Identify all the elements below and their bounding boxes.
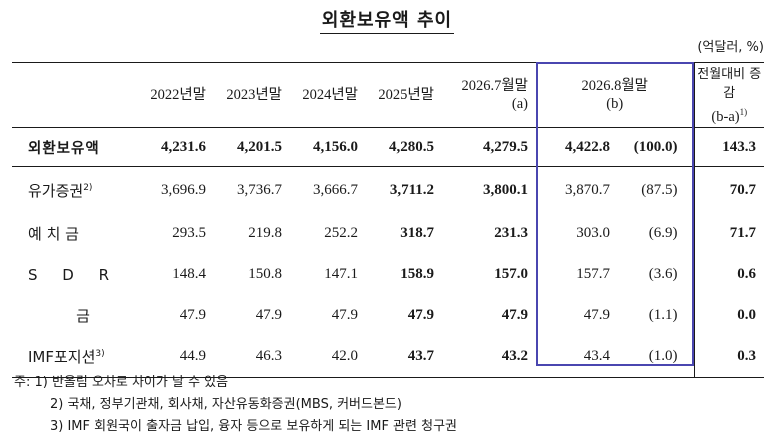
cell-2025: 158.9 — [400, 266, 434, 282]
cell-aug: 157.7 — [576, 266, 610, 282]
table-row: 예 치 금 293.5 219.8 252.2 318.7 231.3 303.… — [12, 213, 764, 254]
cell-aug: 4,422.8 — [536, 127, 618, 167]
cell-2025: 47.9 — [407, 307, 434, 323]
cell-2023: 46.3 — [214, 336, 290, 378]
header-2024: 2024년말 — [290, 62, 366, 128]
cell-2024: 4,156.0 — [290, 127, 366, 167]
cell-2022: 148.4 — [172, 266, 206, 282]
cell-jul: 43.2 — [442, 336, 536, 378]
page-title: 외환보유액 추이 — [0, 6, 774, 34]
header-2022: 2022년말 — [138, 62, 214, 128]
header-change: 전월대비 증감 (b-a)1) — [693, 62, 764, 128]
footnote-2: 2) 국채, 정부기관채, 회사채, 자산유동화증권(MBS, 커버드본드) — [50, 397, 402, 412]
cell-jul: 3,800.1 — [483, 181, 528, 198]
table-row: 금 47.9 47.9 47.9 47.9 47.9 47.9 (1.1) 0.… — [12, 295, 764, 336]
row-label: IMF포지션3) — [12, 336, 138, 378]
header-blank — [12, 62, 138, 128]
header-2025: 2025년말 — [366, 62, 442, 128]
cell-2023: 47.9 — [255, 307, 282, 323]
reserves-table: 2022년말 2023년말 2024년말 2025년말 2026.7월말 (a) … — [12, 62, 764, 378]
cell-share: (87.5) — [641, 181, 678, 198]
footnote-3: 3) IMF 회원국이 출자금 납입, 융자 등으로 보유하게 되는 IMF 관… — [50, 419, 457, 434]
table-row: 유가증권2) 3,696.9 3,736.7 3,666.7 3,711.2 3… — [12, 166, 764, 213]
cell-change: 71.7 — [693, 213, 764, 254]
cell-share: (1.0) — [618, 336, 694, 378]
cell-2023: 219.8 — [248, 225, 282, 241]
footnote-1: 주: 1) 반올림 오차로 차이가 날 수 있음 — [14, 375, 229, 390]
cell-jul: 157.0 — [494, 266, 528, 282]
cell-aug: 47.9 — [583, 307, 610, 323]
cell-2024: 47.9 — [331, 307, 358, 323]
cell-change: 0.0 — [693, 295, 764, 336]
row-label: S D R — [28, 265, 120, 284]
cell-share: (1.1) — [648, 307, 678, 323]
cell-jul: 47.9 — [501, 307, 528, 323]
cell-aug: 3,870.7 — [565, 181, 610, 198]
header-row: 2022년말 2023년말 2024년말 2025년말 2026.7월말 (a) … — [12, 62, 764, 128]
cell-aug: 303.0 — [576, 225, 610, 241]
cell-share: (6.9) — [648, 225, 678, 241]
cell-2022: 47.9 — [179, 307, 206, 323]
table-row-total: 외환보유액 4,231.6 4,201.5 4,156.0 4,280.5 4,… — [12, 127, 764, 167]
cell-2023: 4,201.5 — [214, 127, 290, 167]
header-aug: 2026.8월말 (b) — [536, 62, 694, 128]
table-row: IMF포지션3) 44.9 46.3 42.0 43.7 43.2 43.4 (… — [12, 336, 764, 378]
cell-jul: 4,279.5 — [442, 127, 536, 167]
cell-2023: 3,736.7 — [237, 181, 282, 198]
cell-2025: 3,711.2 — [389, 181, 434, 198]
cell-2022: 44.9 — [138, 336, 214, 378]
cell-aug: 43.4 — [536, 336, 618, 378]
cell-jul: 231.3 — [494, 225, 528, 241]
cell-2025: 318.7 — [400, 225, 434, 241]
row-label: 외환보유액 — [12, 127, 138, 167]
header-2023: 2023년말 — [214, 62, 290, 128]
cell-2022: 4,231.6 — [138, 127, 214, 167]
cell-change: 0.6 — [693, 254, 764, 295]
row-label: 금 — [76, 307, 90, 325]
cell-2025: 4,280.5 — [366, 127, 442, 167]
title-text: 외환보유액 추이 — [319, 10, 455, 34]
row-label: 예 치 금 — [28, 225, 79, 243]
cell-2024: 147.1 — [324, 266, 358, 282]
footnotes: 주: 1) 반올림 오차로 차이가 날 수 있음 2) 국채, 정부기관채, 회… — [14, 372, 457, 438]
cell-2024: 3,666.7 — [313, 181, 358, 198]
cell-2024: 42.0 — [290, 336, 366, 378]
cell-2022: 3,696.9 — [161, 181, 206, 198]
cell-change: 143.3 — [693, 127, 764, 167]
unit-label: (억달러, %) — [697, 40, 764, 55]
cell-share: (100.0) — [618, 127, 694, 167]
cell-2023: 150.8 — [248, 266, 282, 282]
header-jul: 2026.7월말 (a) — [442, 62, 536, 128]
row-label: 유가증권2) — [28, 181, 93, 200]
cell-share: (3.6) — [648, 266, 678, 282]
cell-2024: 252.2 — [324, 225, 358, 241]
cell-2022: 293.5 — [172, 225, 206, 241]
cell-change: 0.3 — [693, 336, 764, 378]
table-row: S D R 148.4 150.8 147.1 158.9 157.0 157.… — [12, 254, 764, 295]
cell-2025: 43.7 — [366, 336, 442, 378]
cell-change: 70.7 — [693, 166, 764, 213]
